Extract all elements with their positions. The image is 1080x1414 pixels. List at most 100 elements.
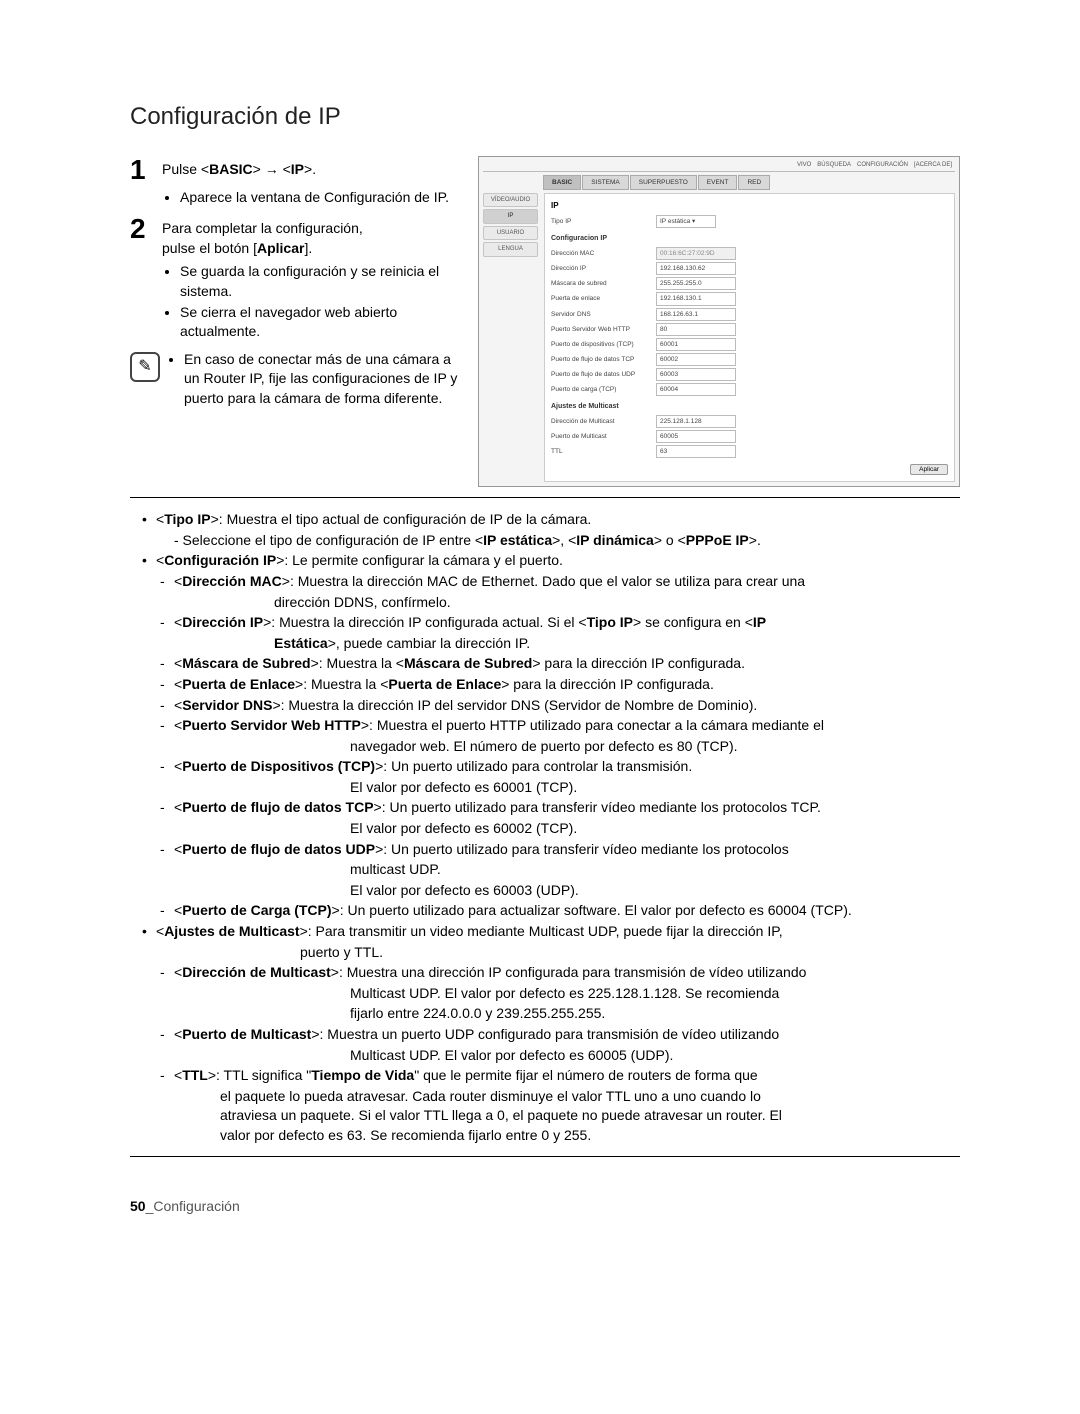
ss-tipoip-row: Tipo IP IP estática ▾	[551, 215, 948, 228]
def-upl-t: >: Un puerto utilizado para actualizar s…	[332, 902, 852, 918]
ss-row-label: Puerto de dispositivos (TCP)	[551, 340, 656, 349]
def-ttl-t1: >: TTL significa "	[208, 1067, 311, 1083]
note-text: En caso de conectar más de una cámara a …	[184, 350, 460, 409]
ss-row-value[interactable]: 168.126.63.1	[656, 308, 736, 321]
step-1-post: >.	[304, 161, 316, 177]
def-mcd-c2: fijarlo entre 224.0.0.0 y 239.255.255.25…	[130, 1004, 960, 1024]
ss-mc-row-value[interactable]: 60005	[656, 430, 736, 443]
ss-body: VÍDEO/AUDIO IP USUARIO LENGUA IP Tipo IP…	[483, 193, 955, 482]
step-1-bullet-1: Aparece la ventana de Configuración de I…	[180, 188, 460, 208]
note-icon: ✎	[130, 352, 160, 382]
ss-main: IP Tipo IP IP estática ▾ Configuracion I…	[544, 193, 955, 482]
ss-row-value[interactable]: 60004	[656, 383, 736, 396]
ss-row-value[interactable]: 60003	[656, 368, 736, 381]
ss-top-3: [ACERCA DE]	[911, 161, 955, 169]
ss-tab-red[interactable]: RED	[738, 175, 770, 190]
ss-side-lengua[interactable]: LENGUA	[483, 242, 538, 256]
ss-tab-event[interactable]: EVENT	[698, 175, 738, 190]
def-mcd: <Dirección de Multicast>: Muestra una di…	[130, 963, 960, 983]
ss-row-value[interactable]: 80	[656, 323, 736, 336]
ss-multicast-header: Ajustes de Multicast	[551, 402, 948, 412]
ss-row: Puerto Servidor Web HTTP80	[551, 323, 948, 336]
def-mcp-t: >: Muestra un puerto UDP configurado par…	[311, 1026, 779, 1042]
step-2-line1: Para completar la configuración,	[162, 220, 363, 236]
ss-top-0: VIVO	[794, 161, 814, 169]
def-dns-k: Servidor DNS	[182, 697, 272, 713]
def-confip: <Configuración IP>: Le permite configura…	[130, 551, 960, 571]
def-dip-c: Estática>, puede cambiar la dirección IP…	[130, 634, 960, 654]
note-list: En caso de conectar más de una cámara a …	[168, 350, 460, 409]
step-2-line2-pre: pulse el botón [	[162, 240, 257, 256]
ss-side-usuario[interactable]: USUARIO	[483, 226, 538, 240]
footer-text: _Configuración	[146, 1198, 240, 1214]
step-1-body: Pulse <BASIC> → <IP>.	[162, 156, 460, 184]
ss-tipoip-select[interactable]: IP estática ▾	[656, 215, 716, 228]
ss-apply-button[interactable]: Aplicar	[910, 464, 948, 475]
def-tipoip-k1: IP estática	[483, 532, 552, 548]
def-ttl-c1: el paquete lo pueda atravesar. Cada rout…	[130, 1087, 960, 1107]
ss-row-label: Dirección IP	[551, 264, 656, 273]
config-screenshot: VIVO BÚSQUEDA CONFIGURACIÓN [ACERCA DE] …	[478, 156, 960, 488]
def-http-t: >: Muestra el puerto HTTP utilizado para…	[361, 717, 824, 733]
ss-row: Puerto de flujo de datos TCP60002	[551, 353, 948, 366]
ss-row-label: Puerto Servidor Web HTTP	[551, 325, 656, 334]
def-dip-t2: > se configura en <	[633, 614, 753, 630]
ss-row-label: Servidor DNS	[551, 310, 656, 319]
step-2-line2-post: ].	[304, 240, 312, 256]
ss-row-label: Puerto de flujo de datos TCP	[551, 355, 656, 364]
def-tipoip-k3: PPPoE IP	[686, 532, 749, 548]
footer-page-num: 50	[130, 1198, 146, 1214]
ss-side-ip[interactable]: IP	[483, 209, 538, 223]
ss-mc-row-value[interactable]: 225.128.1.128	[656, 415, 736, 428]
ss-tab-sistema[interactable]: SISTEMA	[582, 175, 629, 190]
page-footer: 50_Configuración	[130, 1197, 960, 1217]
ss-row-value[interactable]: 60002	[656, 353, 736, 366]
ss-tipoip-value: IP estática	[660, 218, 690, 225]
ss-mc-row-value[interactable]: 63	[656, 445, 736, 458]
ss-mc-row-label: TTL	[551, 447, 656, 456]
def-gw-t: >: Muestra la <	[295, 676, 388, 692]
def-dip-t: >: Muestra la dirección IP configurada a…	[263, 614, 586, 630]
def-mcp-k: Puerto de Multicast	[182, 1026, 311, 1042]
def-ttl-c3: valor por defecto es 63. Se recomienda f…	[130, 1126, 960, 1146]
ss-confip-header: Configuracion IP	[551, 234, 948, 244]
ss-row-value[interactable]: 255.255.255.0	[656, 277, 736, 290]
separator	[130, 497, 960, 498]
def-tcp-c: El valor por defecto es 60002 (TCP).	[130, 819, 960, 839]
def-ttl-k: TTL	[182, 1067, 208, 1083]
def-dip-k3: IP	[753, 614, 766, 630]
def-ttl-k2: Tiempo de Vida	[311, 1067, 414, 1083]
def-tipoip-end: >.	[749, 532, 761, 548]
steps-column: 1 Pulse <BASIC> → <IP>. Aparece la venta…	[130, 156, 460, 409]
ss-row-value[interactable]: 192.168.130.62	[656, 262, 736, 275]
ss-mc-row: Puerto de Multicast60005	[551, 430, 948, 443]
step-2-body: Para completar la configuración, pulse e…	[162, 215, 460, 258]
ss-tab-basic[interactable]: BASIC	[543, 175, 581, 190]
def-mask-k2: Máscara de Subred	[404, 655, 532, 671]
def-dns: <Servidor DNS>: Muestra la dirección IP …	[130, 696, 960, 716]
ss-side-video[interactable]: VÍDEO/AUDIO	[483, 193, 538, 207]
def-udp-k: Puerto de flujo de datos UDP	[182, 841, 375, 857]
def-upl-k: Puerto de Carga (TCP)	[182, 902, 331, 918]
ss-row-label: Puerta de enlace	[551, 294, 656, 303]
def-tipoip-k: Tipo IP	[164, 511, 210, 527]
def-mc-t: >: Para transmitir un video mediante Mul…	[300, 923, 783, 939]
def-tipoip-t: >: Muestra el tipo actual de configuraci…	[211, 511, 592, 527]
ss-row: Servidor DNS168.126.63.1	[551, 308, 948, 321]
ss-row: Máscara de subred255.255.255.0	[551, 277, 948, 290]
ss-tabs: BASIC SISTEMA SUPERPUESTO EVENT RED	[543, 175, 955, 190]
def-dns-t: >: Muestra la dirección IP del servidor …	[272, 697, 757, 713]
ss-row-label: Puerto de flujo de datos UDP	[551, 370, 656, 379]
def-dip: <Dirección IP>: Muestra la dirección IP …	[130, 613, 960, 633]
def-mcd-c1: Multicast UDP. El valor por defecto es 2…	[130, 984, 960, 1004]
ss-row-label: Máscara de subred	[551, 279, 656, 288]
ss-row-value[interactable]: 192.168.130.1	[656, 292, 736, 305]
ss-mc-row-label: Puerto de Multicast	[551, 432, 656, 441]
def-gw: <Puerta de Enlace>: Muestra la <Puerta d…	[130, 675, 960, 695]
intro-two-column: 1 Pulse <BASIC> → <IP>. Aparece la venta…	[130, 156, 960, 488]
def-gw-t2: > para la dirección IP configurada.	[501, 676, 714, 692]
ss-tab-superpuesto[interactable]: SUPERPUESTO	[630, 175, 697, 190]
def-dev-t: >: Un puerto utilizado para controlar la…	[375, 758, 692, 774]
ss-row-value[interactable]: 60001	[656, 338, 736, 351]
def-tcp: <Puerto de flujo de datos TCP>: Un puert…	[130, 798, 960, 818]
